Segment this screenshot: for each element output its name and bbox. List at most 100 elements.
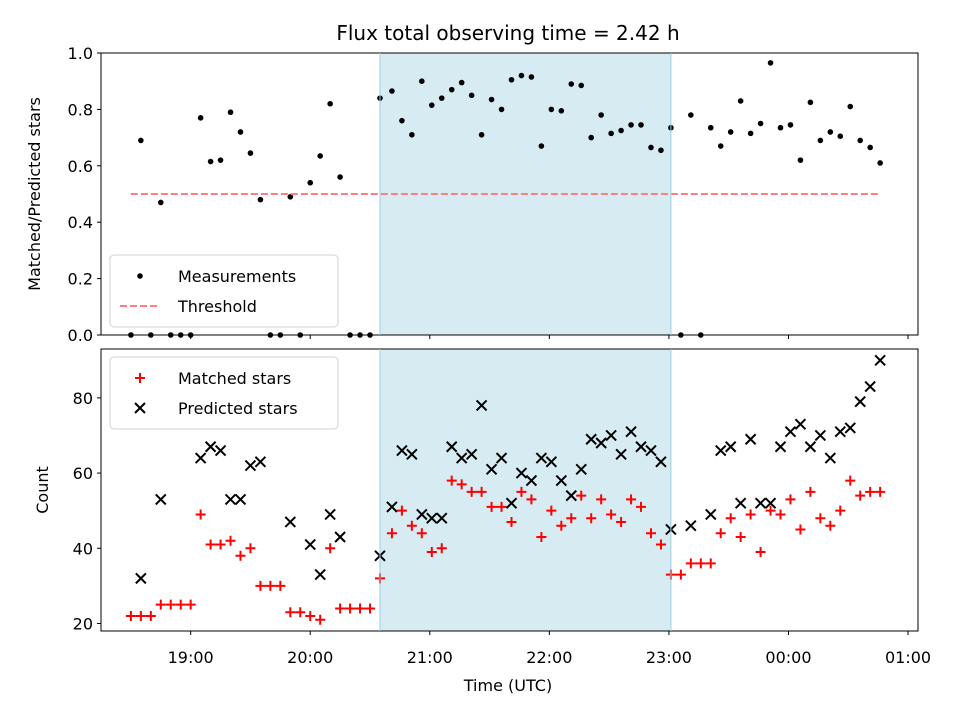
matched-star-point xyxy=(735,532,746,542)
measurement-point xyxy=(287,194,294,200)
matched-star-point xyxy=(135,610,146,621)
matched-star-point xyxy=(616,516,627,527)
observing-window-shade xyxy=(379,349,671,631)
chart-title: Flux total observing time = 2.42 h xyxy=(336,21,679,45)
predicted-star-point xyxy=(204,441,217,453)
predicted-star-point xyxy=(426,512,438,524)
measurement-point xyxy=(217,157,224,163)
predicted-star-point xyxy=(314,568,326,581)
predicted-star-point xyxy=(754,497,767,509)
matched-star-point xyxy=(626,494,637,505)
measurement-point xyxy=(747,130,754,137)
matched-star-point xyxy=(426,547,437,558)
measurement-point xyxy=(448,86,455,93)
predicted-star-point xyxy=(635,441,647,453)
measurement-point xyxy=(648,144,654,151)
bottom-panel-marks xyxy=(125,354,886,625)
top-panel-frame xyxy=(100,52,919,336)
legend-label: Threshold xyxy=(177,297,257,316)
matched-star-point xyxy=(576,490,587,501)
matched-star-point xyxy=(325,543,336,554)
matched-star-point xyxy=(546,505,557,516)
top-legend: Measurements Threshold xyxy=(109,254,339,328)
predicted-star-point xyxy=(224,493,237,506)
matched-star-point xyxy=(285,607,296,618)
measurement-point xyxy=(757,120,764,127)
matched-star-point xyxy=(205,539,216,550)
top-panel: Flux total observing time = 2.42 h 0.0 0.… xyxy=(25,21,919,345)
matched-star-point xyxy=(705,558,716,569)
matched-star-point xyxy=(825,520,836,531)
matched-star-point xyxy=(745,509,756,520)
matched-star-point xyxy=(295,607,306,618)
measurement-point xyxy=(558,108,565,114)
matched-star-point xyxy=(685,558,696,569)
y-tick-label: 0.0 xyxy=(68,326,93,345)
predicted-star-point xyxy=(705,508,717,521)
measurement-point xyxy=(488,96,495,103)
matched-star-point xyxy=(775,509,786,520)
measurement-point xyxy=(817,137,824,144)
x-tick-label: 00:00 xyxy=(765,648,811,667)
predicted-star-point xyxy=(386,501,398,513)
y-tick-label: 0.6 xyxy=(68,157,93,176)
predicted-star-point xyxy=(774,441,787,453)
measurement-point xyxy=(508,76,515,83)
predicted-star-point xyxy=(734,497,747,509)
predicted-star-point xyxy=(446,441,458,453)
measurement-point xyxy=(498,106,505,113)
matched-star-point xyxy=(506,516,517,527)
matched-star-point xyxy=(165,599,176,610)
predicted-star-point xyxy=(715,444,727,457)
predicted-star-point xyxy=(135,572,147,585)
measurement-point xyxy=(528,74,535,80)
matched-star-point xyxy=(566,513,577,524)
matched-star-point xyxy=(235,550,246,561)
legend-marker xyxy=(134,402,146,414)
predicted-star-point xyxy=(844,422,856,434)
predicted-star-point xyxy=(764,497,777,509)
measurement-point xyxy=(207,158,214,165)
measurement-point xyxy=(478,131,485,138)
matched-star-point xyxy=(765,505,776,516)
predicted-star-point xyxy=(244,459,257,472)
predicted-star-point xyxy=(155,493,167,506)
matched-star-point xyxy=(355,603,366,614)
matched-star-point xyxy=(586,513,597,524)
predicted-star-point xyxy=(416,508,428,521)
predicted-star-point xyxy=(505,497,518,509)
matched-star-point xyxy=(335,603,346,614)
predicted-star-point xyxy=(525,474,538,487)
measurement-point xyxy=(737,98,744,104)
y-tick-label: 0.2 xyxy=(68,270,93,289)
matched-star-point xyxy=(486,501,497,512)
bottom-legend: Matched stars Predicted stars xyxy=(109,356,339,430)
measurement-point xyxy=(538,143,545,149)
legend-marker xyxy=(135,373,145,383)
matched-star-point xyxy=(845,475,856,486)
predicted-star-point xyxy=(254,456,267,468)
measurement-point xyxy=(307,179,314,186)
measurement-point xyxy=(727,129,734,135)
matched-star-point xyxy=(416,528,427,539)
matched-star-point xyxy=(195,509,206,520)
measurement-point xyxy=(877,160,883,166)
predicted-star-point xyxy=(615,448,627,460)
measurement-point xyxy=(807,99,814,106)
matched-star-point xyxy=(345,603,356,614)
matched-star-point xyxy=(315,614,326,625)
measurement-point xyxy=(468,92,475,99)
measurement-point xyxy=(608,130,614,137)
x-axis-label: Time (UTC) xyxy=(463,676,552,695)
predicted-star-point xyxy=(685,520,697,532)
predicted-star-point xyxy=(575,463,587,476)
legend-box xyxy=(109,254,339,328)
x-tick-label: 23:00 xyxy=(646,648,692,667)
matched-star-point xyxy=(185,599,196,610)
matched-star-point xyxy=(265,580,276,591)
matched-star-point xyxy=(755,547,766,558)
matched-star-point xyxy=(805,486,816,497)
matched-star-point xyxy=(715,528,726,539)
measurement-point xyxy=(867,144,873,151)
